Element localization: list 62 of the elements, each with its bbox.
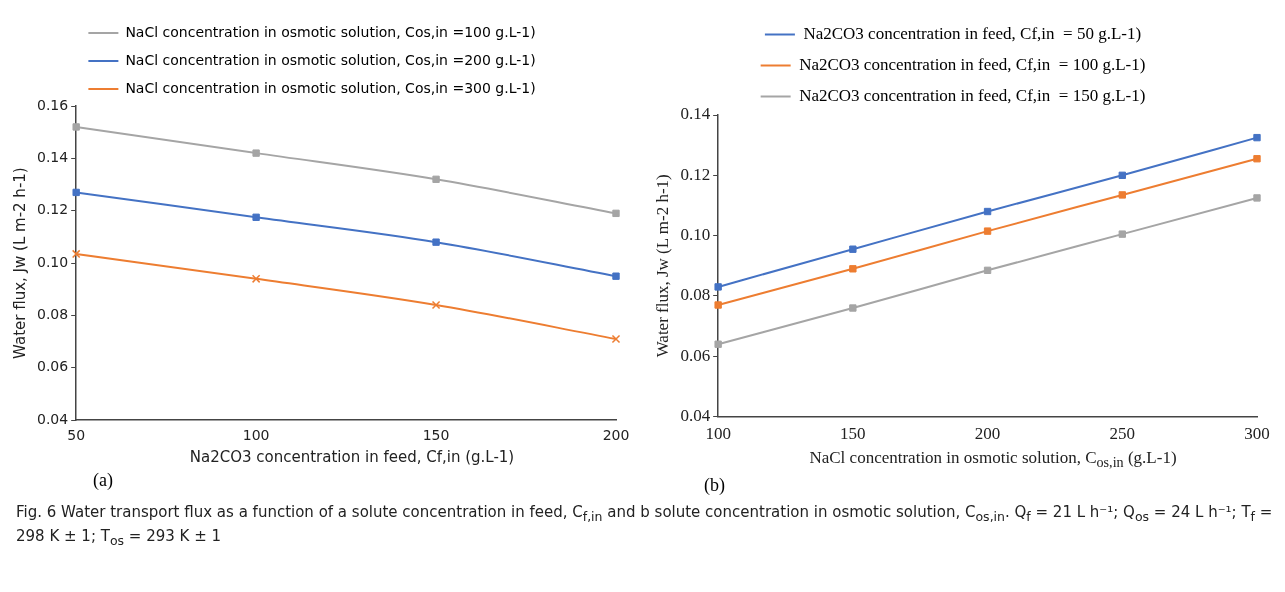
point	[1253, 194, 1261, 202]
y-tick-label: 0.08	[680, 285, 711, 305]
legend-label: NaCl concentration in osmotic solution, Cos,in =300 g.L-1)	[125, 79, 536, 96]
x-tick-label: 100	[705, 424, 731, 444]
text: (b)	[704, 475, 726, 497]
point	[1118, 171, 1126, 179]
x-tick-label: 150	[422, 427, 450, 444]
point	[714, 283, 722, 291]
x-tick-label: 100	[242, 427, 270, 444]
point	[1253, 155, 1261, 163]
point	[431, 300, 441, 310]
x-axis-title: NaCl concentration in osmotic solution, C$_{os,in}$ (g.L-1)	[808, 448, 1178, 472]
y-tick-label: 0.08	[37, 306, 69, 323]
y-tick-label: 0.12	[37, 201, 69, 218]
point	[1253, 133, 1261, 142]
x-tick-label: 250	[1109, 424, 1136, 444]
point	[849, 304, 857, 312]
x-tick-label: 300	[1244, 424, 1270, 444]
point	[983, 266, 992, 275]
x-tick-label: 50	[67, 427, 86, 444]
x-tick-label: 200	[974, 424, 1001, 444]
y-tick-label: 0.14	[37, 149, 69, 166]
x-tick-label: 200	[602, 427, 630, 444]
point	[1118, 230, 1126, 238]
x-axis-title: Na2CO3 concentration in feed, Cf,in (g.L-1)	[188, 448, 516, 466]
y-tick-label: 0.04	[37, 410, 69, 427]
y-tick-label: 0.10	[37, 253, 69, 270]
point	[72, 123, 80, 131]
point	[849, 245, 857, 253]
point	[612, 209, 620, 218]
point	[72, 188, 80, 197]
legend-label: Na2CO3 concentration in feed, Cf,in = 150 g.L-1)	[799, 85, 1146, 105]
point	[849, 265, 857, 273]
point	[71, 249, 81, 259]
y-axis-title: Water flux, Jw (L m-2 h-1)	[652, 174, 672, 358]
legend-label: NaCl concentration in osmotic solution, Cos,in =200 g.L-1)	[125, 51, 536, 68]
point	[252, 213, 260, 221]
point	[611, 334, 621, 344]
point	[1118, 191, 1126, 199]
y-tick-label: 0.12	[680, 164, 711, 184]
y-tick-label: 0.10	[680, 225, 711, 245]
point	[983, 207, 992, 216]
y-tick-label: 0.16	[37, 96, 69, 113]
y-tick-label: 0.06	[37, 358, 69, 375]
legend-label: Na2CO3 concentration in feed, Cf,in = 100 g.L-1)	[799, 54, 1146, 74]
y-axis-title: Water flux, Jw (L m-2 h-1)	[10, 167, 29, 359]
point	[251, 274, 261, 284]
text: Fig. 6 Water transport flux as a function of a solute concentration in feed, C$_{f,in}$ and b solute concentration in osmotic solution, C$_{os,in}$. Q$_{f}$ = 21 L h⁻¹; Q$_{os}$ = 24 L h⁻¹; T$_{f}$ = 298 K ± 1; T$_{os}$ = 293 K ± 1	[16, 503, 1273, 549]
y-tick-label: 0.06	[680, 345, 711, 365]
legend-label: NaCl concentration in osmotic solution, Cos,in =100 g.L-1)	[125, 23, 536, 40]
legend-label: Na2CO3 concentration in feed, Cf,in = 50 g.L-1)	[803, 23, 1142, 43]
point	[714, 301, 722, 309]
point	[983, 227, 992, 235]
point	[252, 149, 260, 157]
y-tick-label: 0.04	[680, 406, 711, 426]
x-tick-label: 150	[840, 424, 866, 444]
point	[612, 272, 620, 280]
text: (a)	[93, 470, 114, 491]
y-tick-label: 0.14	[680, 104, 711, 124]
point	[432, 175, 440, 183]
point	[432, 238, 440, 246]
point	[714, 340, 722, 348]
